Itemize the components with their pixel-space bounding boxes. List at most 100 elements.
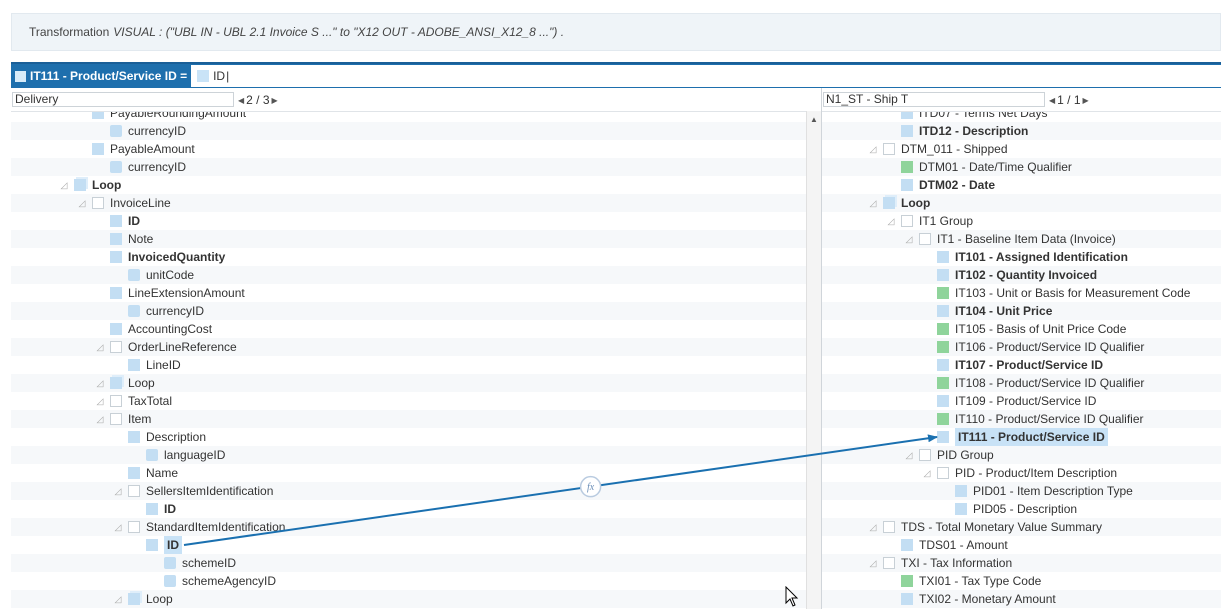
tree-row[interactable]: IT110 - Product/Service ID Qualifier <box>822 410 1221 428</box>
tree-row[interactable]: LineID <box>11 356 806 374</box>
tree-node[interactable]: currencyID <box>93 122 186 140</box>
tree-row[interactable]: ◿ Loop <box>11 176 806 194</box>
tree-node[interactable]: ◿ SellersItemIdentification <box>111 482 274 500</box>
tree-node[interactable]: ◿ TaxTotal <box>93 392 173 410</box>
tree-row[interactable]: ITD12 - Description <box>822 122 1221 140</box>
expand-toggle-icon[interactable]: ◿ <box>923 468 931 478</box>
source-tree-scrollbar[interactable]: ▲ <box>806 111 822 609</box>
tree-row[interactable]: ◿ IT1 Group <box>822 212 1221 230</box>
tree-row[interactable]: IT101 - Assigned Identification <box>822 248 1221 266</box>
tree-row[interactable]: IT106 - Product/Service ID Qualifier <box>822 338 1221 356</box>
tree-row[interactable]: Note <box>11 230 806 248</box>
tree-row[interactable]: currencyID <box>11 158 806 176</box>
tree-row[interactable]: IT107 - Product/Service ID <box>822 356 1221 374</box>
tree-node[interactable]: ITD07 - Terms Net Days <box>884 112 1047 122</box>
tree-row[interactable]: PID05 - Description <box>822 500 1221 518</box>
tree-row[interactable]: IT108 - Product/Service ID Qualifier <box>822 374 1221 392</box>
tree-row[interactable]: ITD07 - Terms Net Days <box>822 112 1221 122</box>
right-context-selector[interactable]: N1_ST - Ship T <box>823 92 1045 107</box>
tree-node[interactable]: ◿ Loop <box>57 176 122 194</box>
tree-row[interactable]: languageID <box>11 446 806 464</box>
expand-toggle-icon[interactable]: ◿ <box>78 198 86 208</box>
tree-node[interactable]: ID <box>129 500 176 518</box>
tree-node[interactable]: IT102 - Quantity Invoiced <box>920 266 1097 284</box>
tree-row[interactable]: ID <box>11 500 806 518</box>
tree-row[interactable]: IT102 - Quantity Invoiced <box>822 266 1221 284</box>
tree-node[interactable]: PID01 - Item Description Type <box>938 482 1133 500</box>
tree-row[interactable]: ◿ SellersItemIdentification <box>11 482 806 500</box>
tree-node[interactable]: unitCode <box>111 266 194 284</box>
tree-row[interactable]: TXI02 - Monetary Amount <box>822 590 1221 608</box>
tree-row[interactable]: schemeID <box>11 554 806 572</box>
tree-node[interactable]: IT108 - Product/Service ID Qualifier <box>920 374 1144 392</box>
tree-row[interactable]: PID01 - Item Description Type <box>822 482 1221 500</box>
tree-row[interactable]: ◿ Item <box>11 410 806 428</box>
tree-row[interactable]: Name <box>11 464 806 482</box>
tree-node[interactable]: IT104 - Unit Price <box>920 302 1052 320</box>
tree-node[interactable]: currencyID <box>111 302 204 320</box>
tree-row[interactable]: ◿ Loop <box>822 194 1221 212</box>
tree-node[interactable]: InvoicedQuantity <box>93 248 225 266</box>
tree-node[interactable]: DTM01 - Date/Time Qualifier <box>884 158 1072 176</box>
expand-toggle-icon[interactable]: ◿ <box>869 144 877 154</box>
tree-node[interactable]: PID05 - Description <box>938 500 1077 518</box>
expand-toggle-icon[interactable]: ◿ <box>887 216 895 226</box>
expand-toggle-icon[interactable]: ◿ <box>905 234 913 244</box>
tree-node[interactable]: ID <box>129 536 182 554</box>
tree-node[interactable]: Note <box>93 230 153 248</box>
tree-node[interactable]: TDS01 - Amount <box>884 536 1008 554</box>
tree-node[interactable]: ◿ TXI - Tax Information <box>866 554 1013 572</box>
tree-node[interactable]: IT106 - Product/Service ID Qualifier <box>920 338 1144 356</box>
tree-row[interactable]: PayableRoundingAmount <box>11 112 806 122</box>
tree-node[interactable]: currencyID <box>93 158 186 176</box>
tree-node[interactable]: DTM02 - Date <box>884 176 995 194</box>
tree-node[interactable]: IT110 - Product/Service ID Qualifier <box>920 410 1144 428</box>
tree-row[interactable]: currencyID <box>11 122 806 140</box>
tree-node[interactable]: languageID <box>129 446 225 464</box>
left-pager[interactable]: ◀ 2 / 3 ▶ <box>238 93 278 107</box>
tree-row[interactable]: ◿ Loop <box>11 374 806 392</box>
tree-row[interactable]: DTM01 - Date/Time Qualifier <box>822 158 1221 176</box>
tree-node[interactable]: IT107 - Product/Service ID <box>920 356 1103 374</box>
tree-node[interactable]: Description <box>111 428 206 446</box>
tree-node[interactable]: ◿ Loop <box>866 194 931 212</box>
tree-node[interactable]: Name <box>111 464 178 482</box>
tree-row[interactable]: ◿ InvoiceLine <box>11 194 806 212</box>
tree-node[interactable]: IT109 - Product/Service ID <box>920 392 1096 410</box>
tree-node[interactable]: LineExtensionAmount <box>93 284 245 302</box>
tree-node[interactable]: ◿ OrderLineReference <box>93 338 237 356</box>
next-page-icon[interactable]: ▶ <box>1082 95 1089 105</box>
tree-node[interactable]: IT105 - Basis of Unit Price Code <box>920 320 1126 338</box>
scroll-up-icon[interactable]: ▲ <box>810 115 818 124</box>
expand-toggle-icon[interactable]: ◿ <box>114 594 122 604</box>
tree-row[interactable]: PayableAmount <box>11 140 806 158</box>
tree-node[interactable]: schemeAgencyID <box>147 572 276 590</box>
tree-row[interactable]: ◿ StandardItemIdentification <box>11 518 806 536</box>
tree-node[interactable]: ◿ StandardItemIdentification <box>111 518 286 536</box>
tree-node[interactable]: ◿ IT1 Group <box>884 212 974 230</box>
prev-page-icon[interactable]: ◀ <box>238 95 245 105</box>
expand-toggle-icon[interactable]: ◿ <box>869 558 877 568</box>
tree-row[interactable]: DTM02 - Date <box>822 176 1221 194</box>
tree-row[interactable]: schemeAgencyID <box>11 572 806 590</box>
tree-row[interactable]: TDS01 - Amount <box>822 536 1221 554</box>
tree-node[interactable]: ◿ Loop <box>93 374 155 392</box>
expand-toggle-icon[interactable]: ◿ <box>869 198 877 208</box>
tree-row[interactable]: IT111 - Product/Service ID <box>822 428 1221 446</box>
right-pager[interactable]: ◀ 1 / 1 ▶ <box>1049 93 1089 107</box>
tree-node[interactable]: LineID <box>111 356 181 374</box>
tree-row[interactable]: Description <box>11 428 806 446</box>
tree-node[interactable]: IT101 - Assigned Identification <box>920 248 1128 266</box>
tree-row[interactable]: TXI01 - Tax Type Code <box>822 572 1221 590</box>
expand-toggle-icon[interactable]: ◿ <box>96 414 104 424</box>
tree-node[interactable]: ◿ Item <box>93 410 152 428</box>
tree-node[interactable]: ◿ Loop <box>111 590 173 608</box>
tree-node[interactable]: ITD12 - Description <box>884 122 1028 140</box>
tree-node[interactable]: ◿ InvoiceLine <box>75 194 171 212</box>
tree-row[interactable]: ID <box>11 536 806 554</box>
tree-row[interactable]: InvoicedQuantity <box>11 248 806 266</box>
expand-toggle-icon[interactable]: ◿ <box>96 378 104 388</box>
next-page-icon[interactable]: ▶ <box>271 95 278 105</box>
tree-node[interactable]: IT103 - Unit or Basis for Measurement Co… <box>920 284 1190 302</box>
tree-row[interactable]: currencyID <box>11 302 806 320</box>
